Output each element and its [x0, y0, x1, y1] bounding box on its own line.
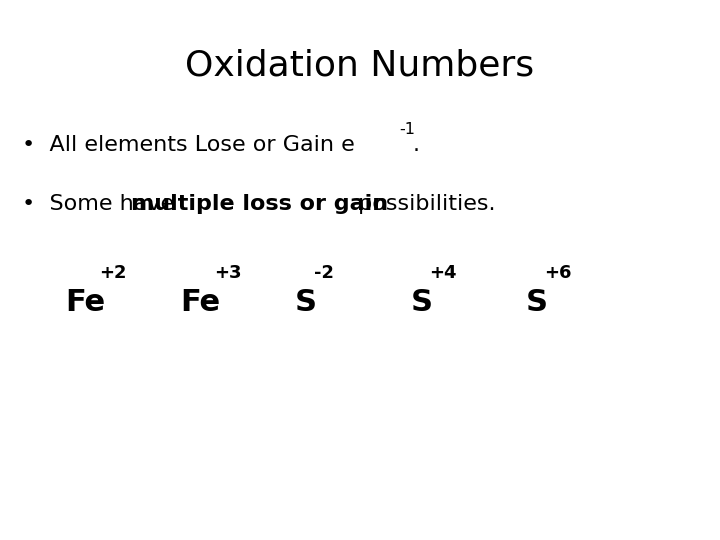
Text: multiple loss or gain: multiple loss or gain	[131, 194, 388, 214]
Text: +6: +6	[544, 264, 572, 282]
Text: +3: +3	[215, 264, 242, 282]
Text: -1: -1	[400, 122, 415, 137]
Text: S: S	[526, 288, 548, 317]
Text: S: S	[295, 288, 318, 317]
Text: possibilities.: possibilities.	[351, 194, 495, 214]
Text: +4: +4	[429, 264, 456, 282]
Text: +2: +2	[99, 264, 127, 282]
Text: •  All elements Lose or Gain e: • All elements Lose or Gain e	[22, 135, 354, 155]
Text: •  Some have: • Some have	[22, 194, 181, 214]
Text: .: .	[413, 135, 420, 155]
Text: Oxidation Numbers: Oxidation Numbers	[186, 49, 534, 83]
Text: Fe: Fe	[65, 288, 105, 317]
Text: S: S	[410, 288, 433, 317]
Text: -2: -2	[314, 264, 334, 282]
Text: Fe: Fe	[180, 288, 220, 317]
